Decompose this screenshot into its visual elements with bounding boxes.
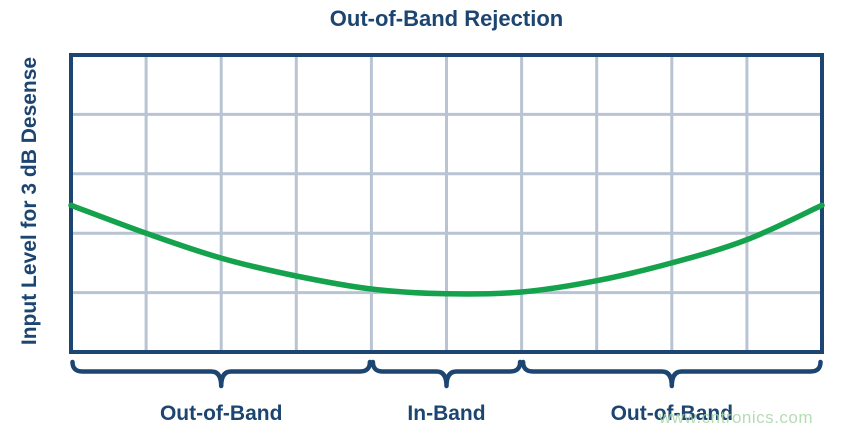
band-brace [520,359,823,389]
chart-title: Out-of-Band Rejection [329,6,564,31]
watermark-text: www.cntronics.com [659,408,813,427]
desense-curve [68,202,825,297]
band-brace [70,359,373,389]
band-label: In-Band [407,402,486,425]
band-brace [370,359,523,389]
band-label: Out-of-Band [159,402,283,425]
band-label: Out-of-Band [610,402,734,425]
